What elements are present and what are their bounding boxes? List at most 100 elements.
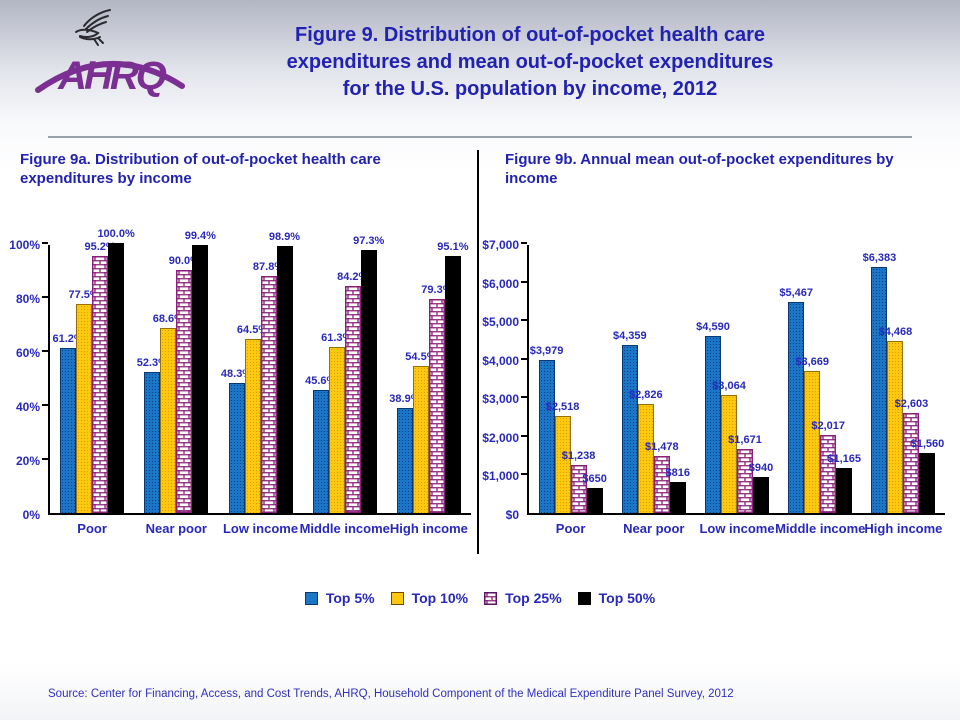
bar-top10	[554, 416, 571, 513]
bar-group: 61.2% 77.5% 95.2% 100.0% Poor	[50, 228, 134, 536]
legend-item-top5: Top 5%	[304, 590, 375, 606]
y-axis-tick-label: $6,000	[482, 276, 519, 291]
bar-slot: 68.6%	[153, 245, 184, 513]
bar-slot: $3,669	[795, 245, 829, 513]
bar-value-label: 90.0%	[168, 255, 200, 267]
bar-slot: 48.3%	[221, 245, 252, 513]
bar-top10	[76, 304, 93, 513]
bar-top50	[586, 488, 603, 513]
y-axis-tick-label: $4,000	[482, 353, 519, 368]
bar-slot: $650	[582, 245, 607, 513]
header: AHRQ Figure 9. Distribution of out-of-po…	[0, 0, 960, 136]
bar-value-label: $4,359	[612, 330, 647, 342]
bar-slot: 61.3%	[321, 245, 352, 513]
bar-slot: 38.9%	[389, 245, 421, 513]
y-axis-tick	[521, 357, 527, 360]
bar-slot: 84.2%	[337, 245, 368, 513]
bar-group: $4,590 $3,064 $1,671 $940 Low income	[695, 245, 778, 536]
bar-value-label: $1,671	[728, 434, 762, 446]
ahrq-arc-swoosh	[35, 60, 185, 93]
bar-group: $4,359 $2,826 $1,478 $816 Near poor	[612, 245, 695, 536]
bar-slot: $6,383	[863, 245, 896, 513]
legend-item-top25: Top 25%	[484, 590, 562, 606]
chart-9a: 0% 20% 40% 60% 80% 100% 61.2% 77.5% 95.2% 100.0% P…	[0, 228, 477, 536]
hhs-eagle-icon	[75, 9, 111, 46]
bar-value-label: 95.2%	[84, 241, 116, 253]
y-axis-tick	[42, 404, 48, 406]
figure-title-line2: expenditures and mean out-of-pocket expe…	[286, 51, 774, 73]
bar-slot: $1,560	[911, 245, 944, 513]
bar-value-label: $2,826	[628, 389, 663, 401]
bar-slot: $3,979	[530, 245, 563, 513]
y-axis-tick-label: 100%	[9, 238, 40, 252]
y-axis-tick-label: $1,000	[482, 469, 519, 484]
legend-label-top50: Top 50%	[598, 590, 656, 606]
bar-slot: 95.2%	[84, 241, 116, 513]
bar-top50	[836, 468, 853, 513]
bar-value-label: 100.0%	[97, 228, 135, 240]
bar-slot: $940	[749, 245, 773, 513]
bar-top25	[428, 299, 445, 513]
bar-top5	[144, 372, 161, 513]
bar-slot: $816	[666, 245, 690, 513]
bar-slot: $1,165	[827, 245, 861, 513]
bar-value-label: 61.2%	[52, 333, 84, 345]
bar-top5	[228, 383, 245, 513]
bar-top50	[108, 243, 125, 513]
category-label: High income	[389, 521, 468, 536]
legend: Top 5% Top 10% Top 25% Top 50%	[0, 590, 960, 606]
bar-top25	[344, 286, 361, 513]
y-axis-tick-label: 60%	[15, 346, 40, 360]
bar-top50	[192, 245, 209, 513]
bar-value-label: $816	[665, 467, 691, 479]
bar-slot: $2,017	[811, 245, 845, 513]
y-axis-tick-label: $5,000	[482, 315, 519, 330]
bar-slot: 54.5%	[405, 245, 437, 513]
legend-swatch-top5-icon	[304, 591, 318, 605]
bar-slot: 79.3%	[421, 245, 453, 513]
bar-slot: $4,590	[696, 245, 730, 513]
bar-value-label: 54.5%	[405, 351, 437, 363]
category-label: Poor	[555, 521, 586, 536]
bar-value-label: $1,478	[644, 441, 679, 453]
source-note: Source: Center for Financing, Access, an…	[48, 688, 734, 700]
bar-value-label: 64.5%	[236, 324, 269, 336]
bar-value-label: 52.3%	[136, 357, 168, 369]
category-label: High income	[864, 521, 943, 536]
y-axis-tick	[42, 296, 48, 298]
legend-swatch-top25-icon	[484, 591, 498, 605]
bar-top25	[176, 270, 193, 513]
legend-label-top25: Top 25%	[505, 590, 562, 606]
bar-top10	[412, 366, 429, 513]
bar-top25	[570, 465, 587, 513]
bar-group: $5,467 $3,669 $2,017 $1,165 Middle income	[775, 245, 865, 536]
category-label: Middle income	[299, 521, 390, 536]
bar-top25	[653, 456, 670, 513]
plot-area: 61.2% 77.5% 95.2% 100.0% Poor 52.3% 68.6% 90.0%…	[42, 228, 471, 536]
y-axis-tick	[521, 280, 527, 283]
category-label: Middle income	[775, 521, 866, 536]
y-axis: 0% 20% 40% 60% 80% 100%	[0, 238, 48, 522]
figure-title-line3: for the U.S. population by income, 2012	[342, 78, 718, 100]
panel-figure-9b: Figure 9b. Annual mean out-of-pocket exp…	[479, 146, 960, 536]
bar-value-label: $650	[582, 473, 607, 485]
bar-top10	[721, 395, 737, 513]
bar-top25	[260, 276, 277, 513]
y-axis-tick	[521, 473, 527, 476]
bar-slot: 98.9%	[269, 231, 300, 513]
bar-value-label: $1,238	[561, 450, 596, 462]
bar-top50	[444, 256, 461, 513]
bar-slot: $1,671	[728, 245, 762, 513]
bar-value-label: $2,518	[545, 401, 580, 413]
category-label: Near poor	[623, 521, 685, 536]
bar-value-label: $4,590	[696, 321, 730, 333]
y-axis-tick-label: $3,000	[482, 392, 519, 407]
bar-value-label: 38.9%	[389, 393, 421, 405]
bar-slot: 87.8%	[253, 245, 284, 513]
chart-9a-title: Figure 9a. Distribution of out-of-pocket…	[20, 151, 381, 187]
bar-value-label: 77.5%	[68, 289, 100, 301]
y-axis-tick	[521, 242, 527, 244]
bar-value-label: 45.6%	[305, 375, 337, 387]
category-label: Near poor	[145, 521, 207, 536]
bar-top10	[637, 404, 654, 513]
